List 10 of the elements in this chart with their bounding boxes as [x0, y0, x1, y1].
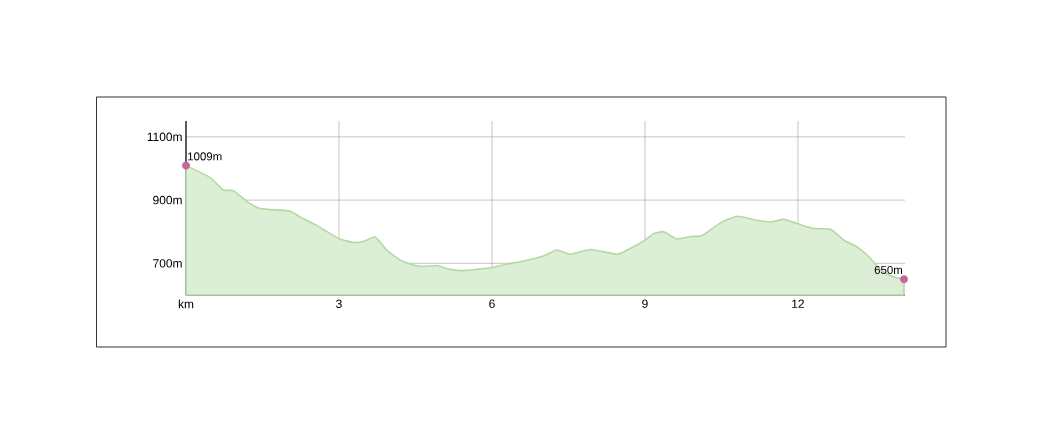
x-tick-label: 3 [336, 299, 342, 308]
y-tick-label: 700m [153, 259, 182, 268]
x-tick-label: km [178, 299, 194, 309]
y-tick-label: 900m [153, 195, 182, 205]
x-tick-label: 9 [642, 299, 648, 308]
y-tick-label: 1100m [147, 132, 182, 142]
data-label: 1009m [188, 152, 222, 161]
data-label: 650m [874, 265, 903, 274]
x-tick-label: 12 [792, 299, 804, 308]
x-tick-label: 6 [489, 299, 495, 308]
